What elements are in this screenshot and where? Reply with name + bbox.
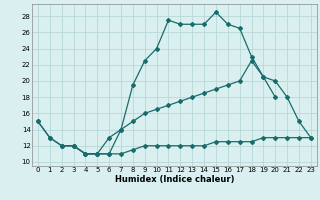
X-axis label: Humidex (Indice chaleur): Humidex (Indice chaleur) (115, 175, 234, 184)
